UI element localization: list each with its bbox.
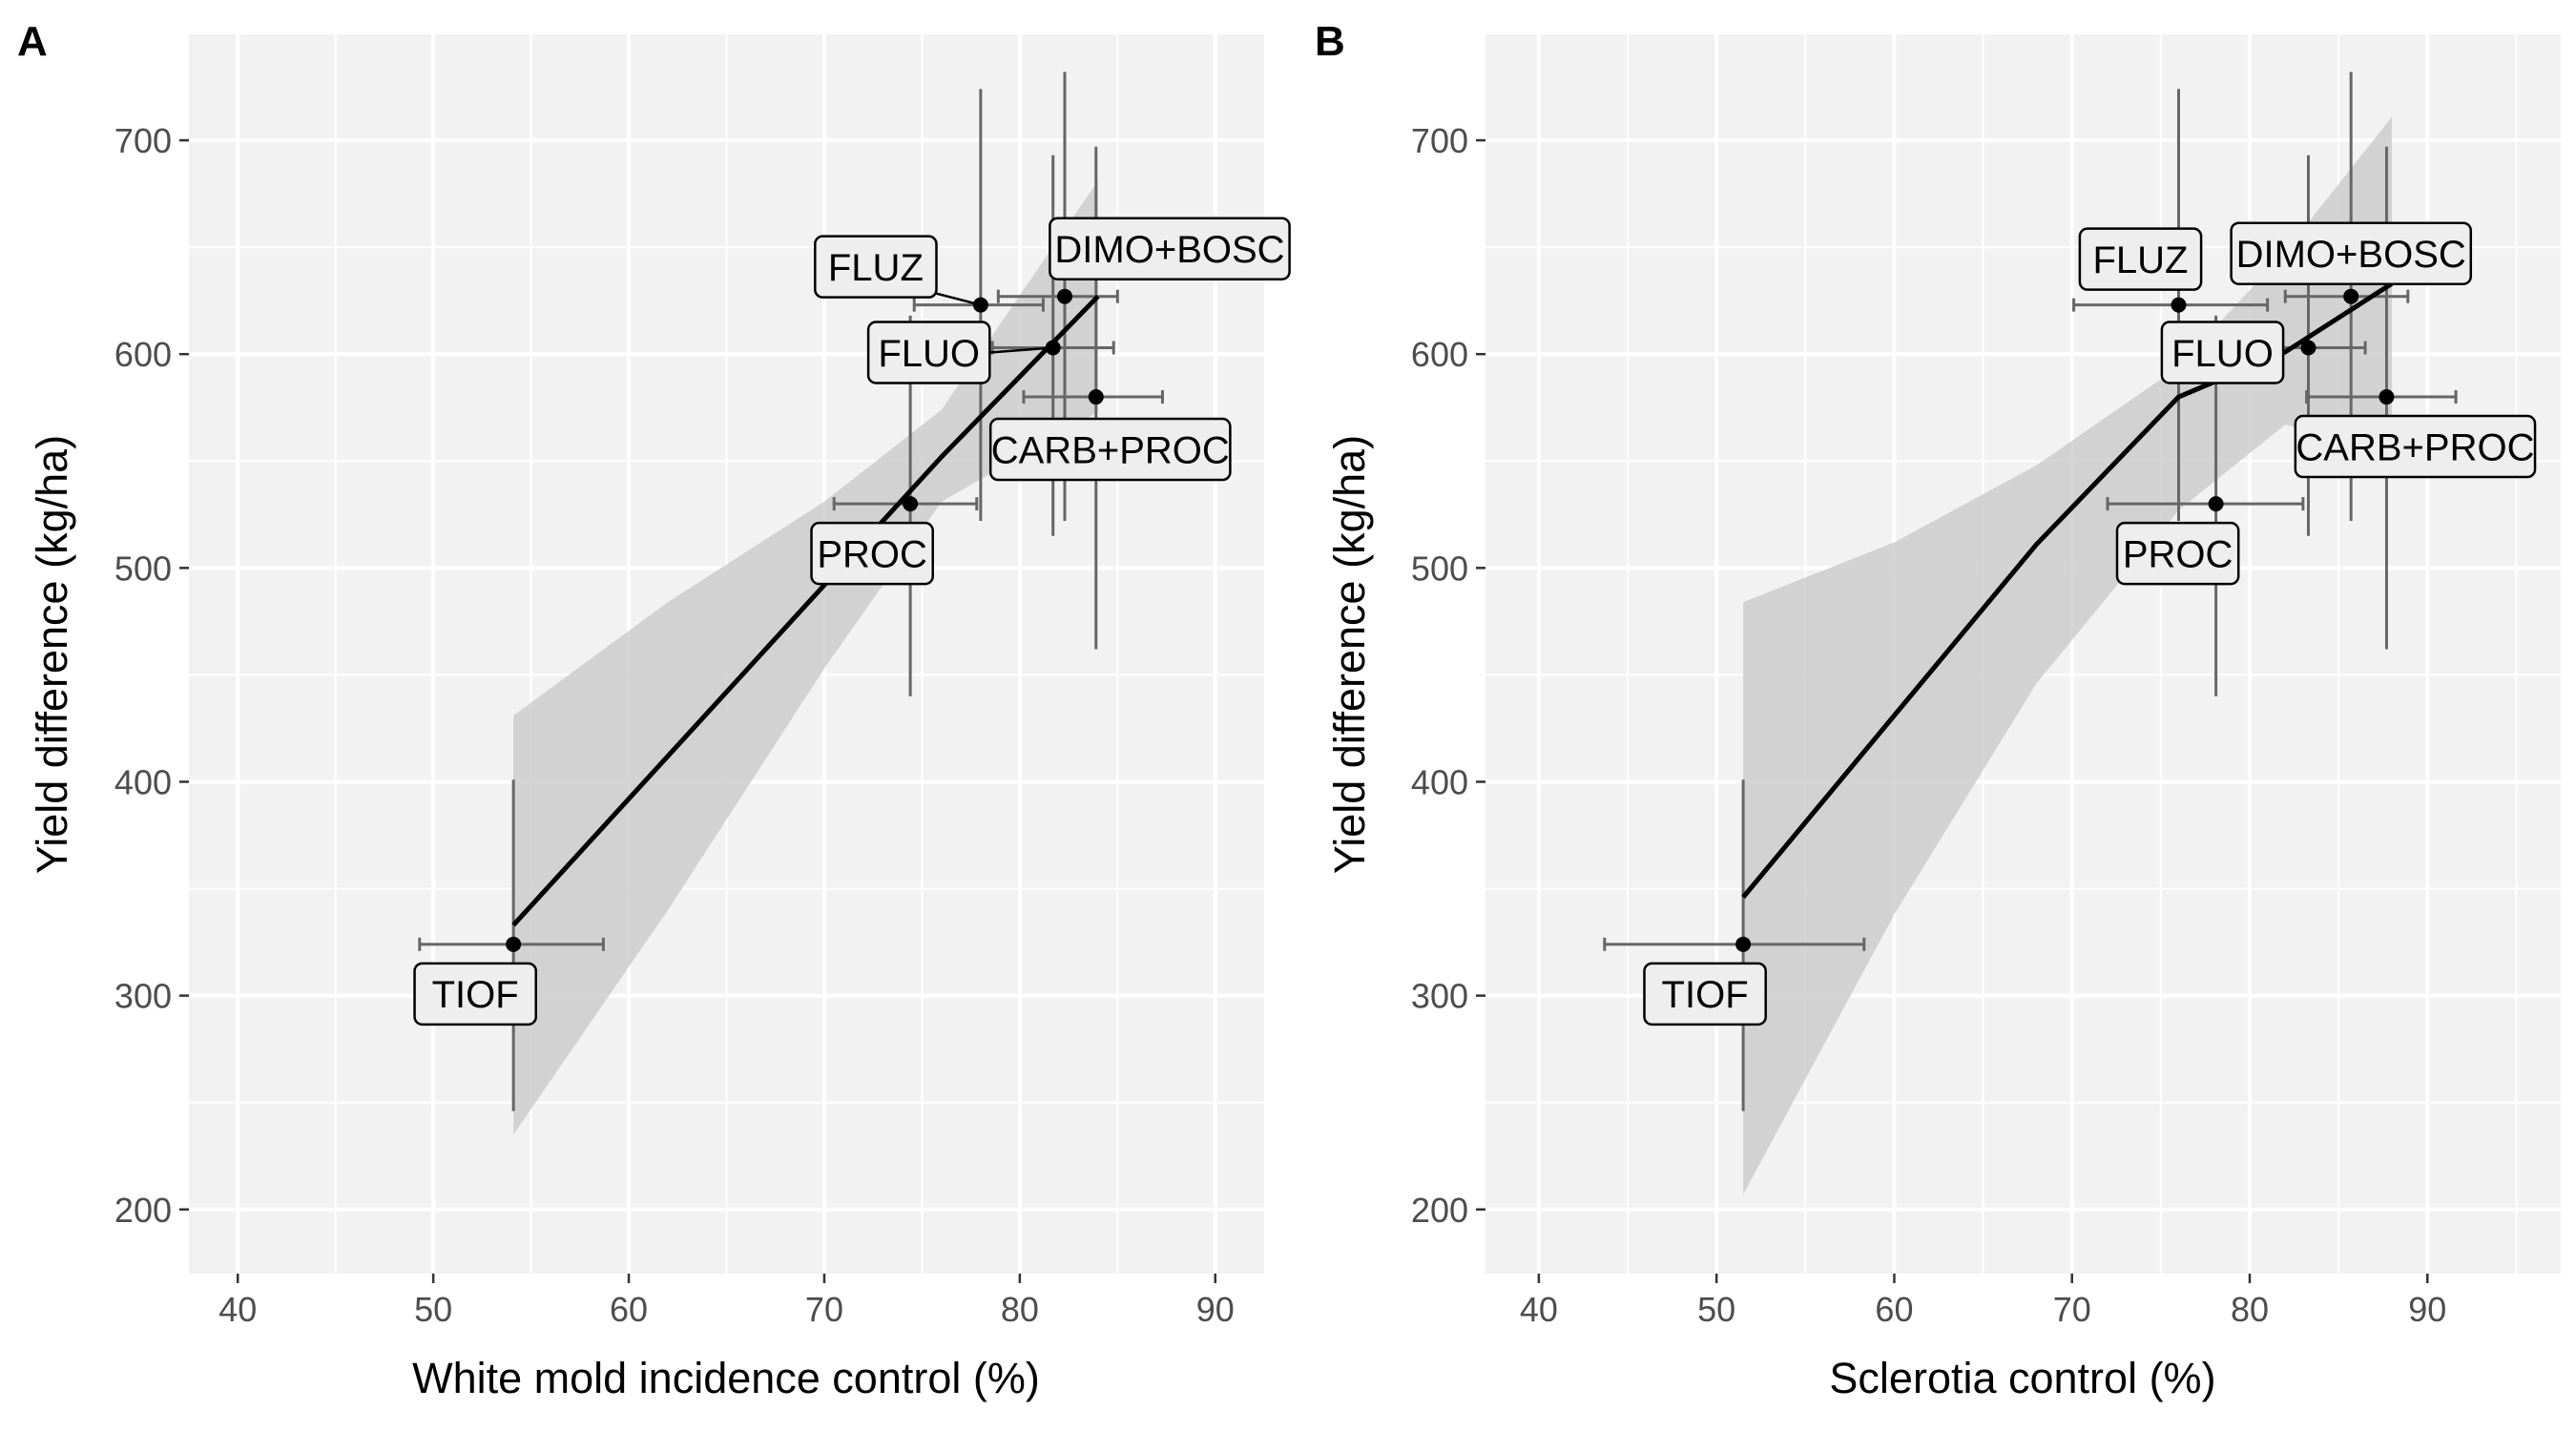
panel-b-y-ticks: 200 300 400 500 600 700 [1411, 121, 1485, 1230]
panel-b-y-tick-label-3: 500 [1411, 549, 1468, 588]
panel-a-x-ticks: 40 50 60 70 80 90 [218, 1274, 1235, 1329]
panel-a-y-tick-label-0: 200 [114, 1191, 172, 1230]
panel-a-x-tick-label-3: 70 [805, 1290, 843, 1329]
panel-a-label-box-fluz [814, 235, 938, 299]
panel-b-label-fluo: FLUO [2171, 333, 2274, 375]
panel-b-label-tiof: TIOF [1662, 974, 1749, 1016]
panel-a-y-tick-label-3: 500 [114, 549, 172, 588]
panel-a-point-proc [903, 496, 919, 512]
panel-b-regression-line [1741, 281, 2394, 900]
panel-a-label-fluz: FLUZ [828, 247, 924, 289]
panel-b-y-tick-label-0: 200 [1411, 1191, 1468, 1230]
panel-a-label-tiof: TIOF [432, 974, 519, 1016]
panel-b-x-axis-label: Sclerotia control (%) [1829, 1354, 2215, 1402]
panel-b-y-tick-label-1: 300 [1411, 977, 1468, 1016]
panel-b-label-box-fluz [2078, 227, 2203, 291]
panel-b-points [1735, 288, 2395, 952]
panel-a-confidence-band [513, 180, 1098, 1135]
panel-a-label-connector-fluo [989, 346, 1053, 354]
panel-a-labels: TIOF PROC FLUZ FLUO DIMO+BOSC CARB+PROC [413, 217, 1291, 1027]
panel-b-point-fluz [2171, 297, 2187, 313]
panel-b-tag: B [1315, 18, 1345, 65]
panel-a-x-tick-label-1: 50 [414, 1290, 452, 1329]
panel-b-y-tick-label-4: 600 [1411, 335, 1468, 374]
panel-a-y-tick-label-4: 600 [114, 335, 172, 374]
panel-b-ribbon [1743, 116, 2393, 1195]
panel-a-label-carb-proc: CARB+PROC [991, 429, 1230, 471]
panel-b-label-dimo-bosc: DIMO+BOSC [2236, 234, 2466, 276]
panel-b-fit [1741, 281, 2394, 900]
panel-a-y-tick-label-2: 400 [114, 762, 172, 801]
panel-a-label-connector-fluz [936, 292, 982, 306]
panel-b-x-tick-label-1: 50 [1697, 1290, 1735, 1329]
panel-b-label-carb-proc: CARB+PROC [2296, 426, 2534, 468]
panel-a-y-tick-label-1: 300 [114, 977, 172, 1016]
panel-a-x-axis-label: White mold incidence control (%) [412, 1354, 1040, 1402]
panel-b-labels: TIOF PROC FLUZ FLUO DIMO+BOSC CARB+PROC [1643, 221, 2537, 1027]
panel-a-label-proc: PROC [817, 534, 927, 576]
panel-b-label-box-carb-proc [2294, 414, 2537, 479]
panel-a-point-tiof [506, 936, 522, 952]
panel-a-ribbon [513, 180, 1098, 1135]
panel-a-x-tick-label-0: 40 [218, 1290, 257, 1329]
panel-a-label-fluo: FLUO [878, 333, 980, 375]
panel-a-y-axis-label: Yield difference (kg/ha) [28, 435, 76, 874]
panel-b-label-box-tiof [1643, 962, 1767, 1027]
panel-a-label-box-tiof [413, 962, 537, 1027]
panel-b-label-box-proc [2115, 521, 2240, 586]
panel-a-point-carb-proc [1088, 389, 1104, 405]
panel-b: B TIOF PROC FLUZ FLUO DIMO+BOSC CARB+PROC 40 5… [1315, 18, 2561, 1402]
panel-b-label-fluz: FLUZ [2092, 239, 2188, 281]
panel-b-x-tick-label-0: 40 [1520, 1290, 1558, 1329]
panel-a-label-box-proc [810, 521, 934, 586]
panel-a-tag: A [17, 18, 48, 65]
panel-b-x-tick-label-5: 90 [2408, 1290, 2446, 1329]
panel-b-x-tick-label-2: 60 [1875, 1290, 1913, 1329]
panel-a-label-box-carb-proc [988, 417, 1232, 482]
panel-a-point-dimo-bosc [1056, 288, 1072, 304]
panel-a-y-tick-label-5: 700 [114, 121, 172, 160]
panel-b-label-proc: PROC [2123, 534, 2233, 576]
panel-b-y-tick-label-2: 400 [1411, 762, 1468, 801]
panel-b-x-tick-label-3: 70 [2053, 1290, 2091, 1329]
panel-a-label-box-dimo-bosc [1049, 217, 1291, 280]
panel-b-point-fluo [2300, 340, 2316, 356]
panel-b-label-box-fluo [2160, 321, 2285, 384]
panel-a-x-tick-label-4: 80 [1001, 1290, 1039, 1329]
panel-a-x-tick-label-5: 90 [1196, 1290, 1235, 1329]
panel-b-y-tick-label-5: 700 [1411, 121, 1468, 160]
panel-b-point-carb-proc [2379, 389, 2395, 405]
panel-b-x-tick-label-4: 80 [2231, 1290, 2269, 1329]
panel-b-y-axis-label: Yield difference (kg/ha) [1325, 435, 1374, 874]
panel-b-point-proc [2208, 496, 2224, 512]
panel-a: A TIOF PROC FLUZ FLUO DIMO+BOSC CARB+PROC 40 5… [17, 18, 1291, 1402]
panel-a-x-tick-label-2: 60 [610, 1290, 648, 1329]
panel-b-x-ticks: 40 50 60 70 80 90 [1520, 1274, 2446, 1329]
panel-b-point-dimo-bosc [2343, 288, 2359, 304]
panel-a-label-dimo-bosc: DIMO+BOSC [1054, 229, 1284, 271]
panel-b-label-box-dimo-bosc [2230, 221, 2473, 285]
panel-a-y-ticks: 200 300 400 500 600 700 [114, 121, 189, 1230]
panel-b-point-tiof [1735, 936, 1752, 952]
panel-a-label-box-fluo [866, 321, 991, 384]
panel-b-confidence-band [1743, 116, 2393, 1195]
